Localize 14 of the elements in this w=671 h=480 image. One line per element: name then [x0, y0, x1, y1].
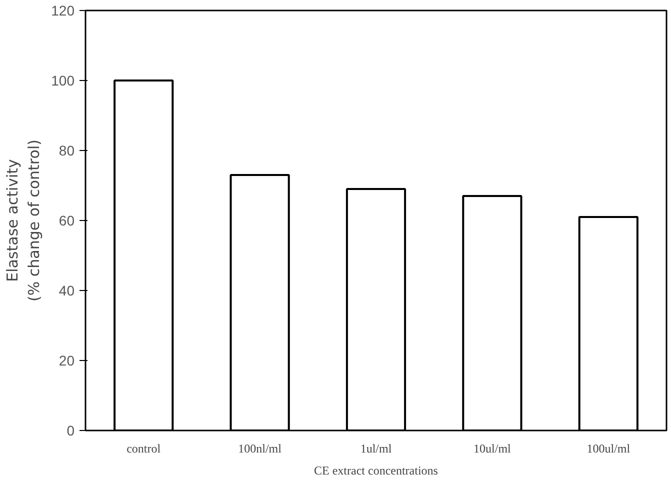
- y-axis-title: Elastase activity (% change of control): [4, 140, 44, 302]
- y-tick-label: 60: [58, 212, 75, 228]
- y-tick-label: 40: [58, 282, 75, 298]
- x-axis-title: CE extract concentrations: [314, 464, 438, 478]
- y-tick-label: 0: [66, 422, 75, 438]
- x-tick-label: 10ul/ml: [474, 442, 512, 456]
- x-tick-label: 100ul/ml: [586, 442, 631, 456]
- y-tick-label: 20: [58, 352, 75, 368]
- x-tick-label: 100nl/ml: [238, 442, 282, 456]
- y-tick-label: 80: [58, 142, 75, 158]
- y-tick-label: 100: [51, 72, 75, 88]
- y-tick-label: 120: [51, 2, 75, 18]
- x-tick-label: 1ul/ml: [360, 442, 392, 456]
- x-tick-label: control: [126, 442, 162, 456]
